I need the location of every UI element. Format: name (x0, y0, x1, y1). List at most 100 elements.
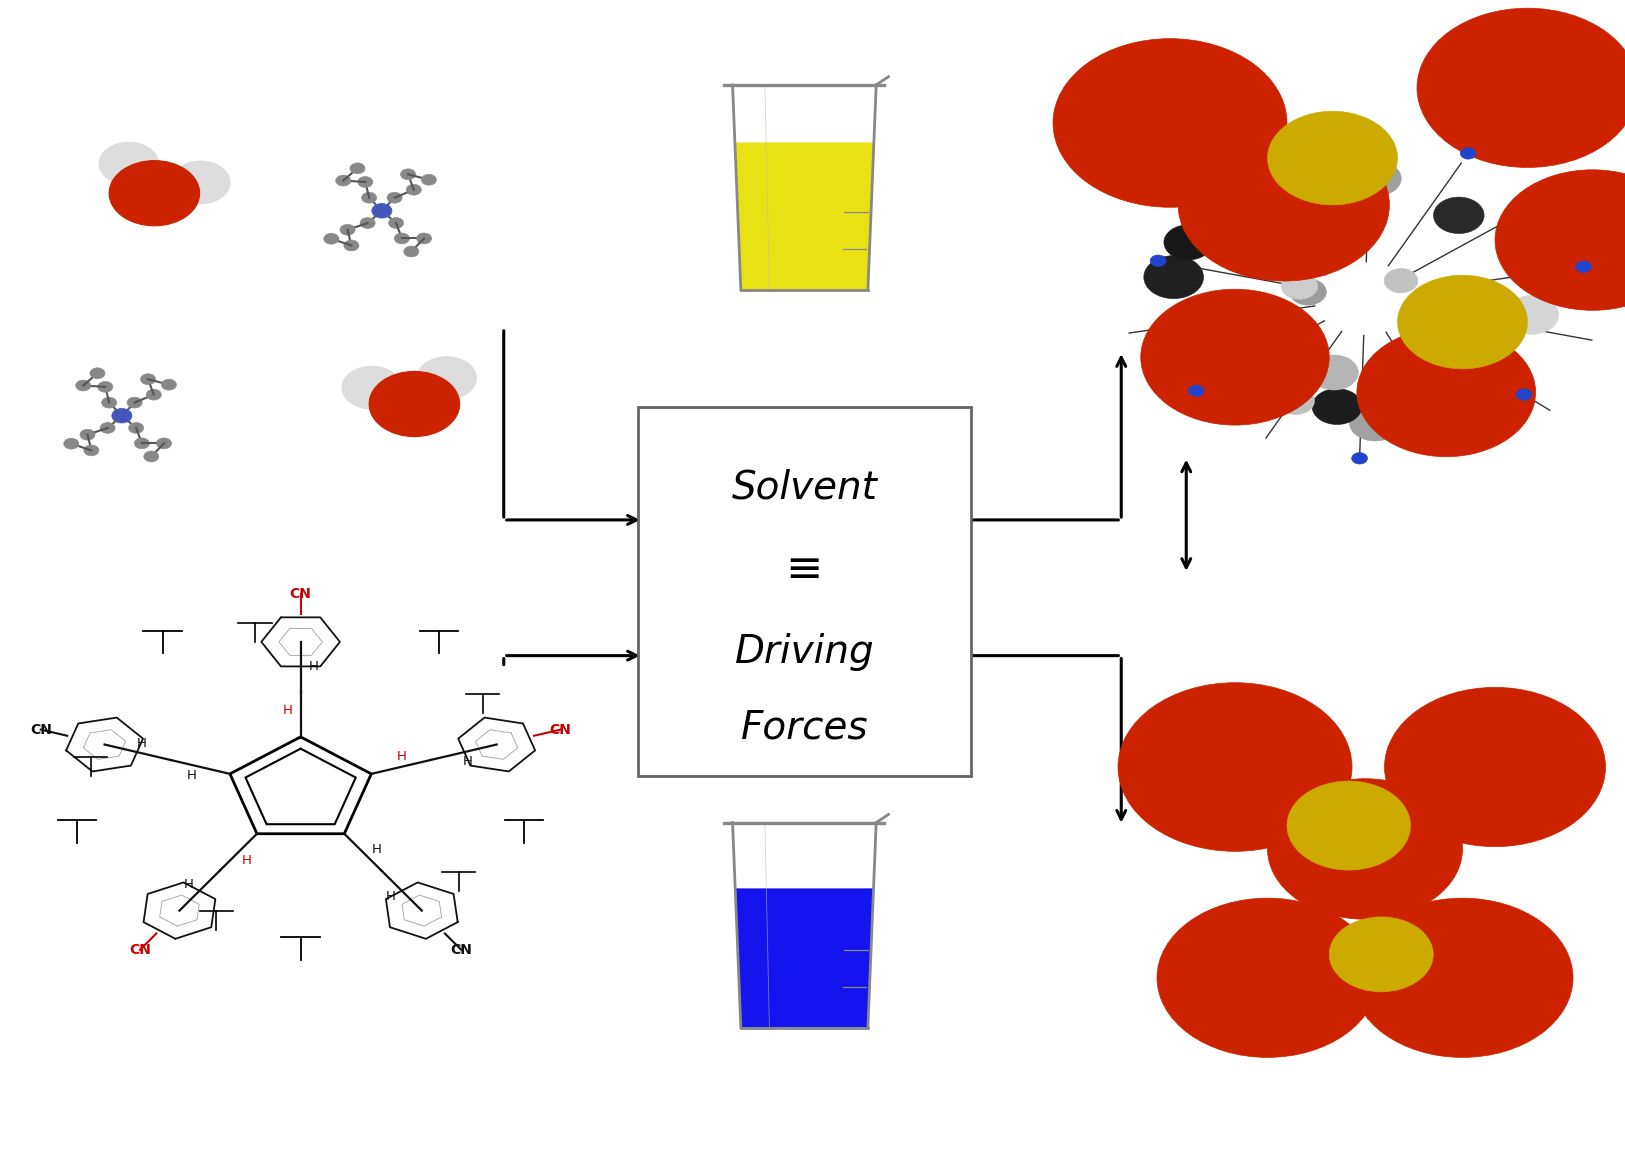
Circle shape (418, 357, 476, 399)
Circle shape (1232, 806, 1246, 816)
Circle shape (1349, 404, 1401, 441)
Circle shape (1261, 927, 1276, 938)
Circle shape (1476, 302, 1531, 342)
Circle shape (1484, 934, 1498, 946)
Circle shape (1454, 927, 1469, 938)
Circle shape (1256, 345, 1305, 379)
Circle shape (1337, 171, 1384, 205)
Circle shape (63, 438, 80, 450)
Circle shape (1277, 388, 1315, 415)
Text: CN: CN (549, 723, 572, 737)
Circle shape (349, 163, 366, 173)
Circle shape (1220, 943, 1237, 954)
Circle shape (99, 143, 158, 185)
Circle shape (1406, 345, 1466, 389)
Circle shape (1178, 129, 1389, 281)
Circle shape (171, 162, 231, 204)
Circle shape (1453, 319, 1500, 352)
Circle shape (1287, 781, 1410, 870)
Text: ≡: ≡ (786, 548, 822, 591)
Circle shape (109, 160, 200, 226)
Text: Driving: Driving (734, 634, 874, 671)
Circle shape (1357, 922, 1373, 932)
Circle shape (1209, 191, 1253, 222)
Circle shape (1493, 814, 1510, 826)
Circle shape (1268, 779, 1462, 919)
Circle shape (128, 423, 143, 433)
Circle shape (161, 379, 177, 390)
Circle shape (1329, 917, 1433, 992)
Circle shape (135, 438, 150, 448)
Circle shape (1469, 362, 1514, 396)
Circle shape (1222, 812, 1235, 821)
Polygon shape (733, 85, 876, 143)
Circle shape (1280, 273, 1318, 300)
Circle shape (1141, 289, 1329, 425)
Circle shape (1224, 812, 1237, 822)
Text: H: H (242, 854, 252, 867)
FancyBboxPatch shape (637, 406, 970, 775)
Circle shape (1306, 167, 1349, 199)
Circle shape (127, 397, 141, 408)
Text: H: H (283, 705, 292, 718)
Circle shape (1384, 687, 1606, 847)
Circle shape (387, 192, 401, 203)
Text: H: H (184, 878, 193, 891)
Circle shape (1493, 819, 1506, 828)
Circle shape (1357, 965, 1373, 977)
Circle shape (1227, 295, 1269, 326)
Circle shape (84, 445, 99, 456)
Circle shape (341, 367, 401, 409)
Circle shape (340, 225, 356, 235)
Circle shape (1493, 947, 1506, 958)
Circle shape (1410, 923, 1425, 933)
Circle shape (362, 192, 377, 203)
Circle shape (400, 169, 416, 179)
Circle shape (1261, 959, 1276, 970)
Circle shape (1305, 964, 1320, 974)
Circle shape (156, 438, 172, 448)
Circle shape (1417, 8, 1625, 167)
Circle shape (1157, 898, 1378, 1057)
Circle shape (1188, 385, 1204, 397)
Circle shape (1198, 215, 1253, 255)
Circle shape (1471, 299, 1516, 331)
Circle shape (140, 374, 156, 384)
Circle shape (1495, 170, 1625, 310)
Circle shape (146, 389, 161, 400)
Circle shape (1542, 230, 1592, 265)
Circle shape (1191, 311, 1232, 341)
Circle shape (361, 218, 375, 228)
Circle shape (1164, 225, 1212, 260)
Circle shape (336, 176, 351, 186)
Circle shape (143, 451, 159, 461)
Circle shape (1410, 835, 1425, 845)
Circle shape (1352, 452, 1368, 464)
Circle shape (1398, 275, 1528, 369)
Circle shape (1495, 940, 1508, 950)
Circle shape (344, 240, 359, 251)
Circle shape (395, 233, 410, 244)
Circle shape (1410, 794, 1425, 804)
Circle shape (1232, 822, 1246, 834)
Circle shape (1410, 964, 1425, 974)
Circle shape (1493, 933, 1506, 943)
Circle shape (1118, 683, 1352, 851)
Circle shape (1484, 952, 1498, 963)
Circle shape (1268, 328, 1313, 361)
Text: Forces: Forces (741, 708, 868, 746)
Text: H: H (309, 660, 318, 673)
Circle shape (1352, 898, 1573, 1057)
Circle shape (1232, 952, 1246, 963)
Circle shape (1454, 799, 1469, 809)
Text: H: H (463, 755, 473, 768)
Text: H: H (372, 842, 382, 856)
Circle shape (1436, 299, 1482, 331)
Circle shape (1354, 162, 1401, 196)
Circle shape (1224, 940, 1237, 950)
Circle shape (323, 233, 340, 245)
Text: H: H (396, 751, 406, 763)
Polygon shape (733, 822, 876, 888)
Circle shape (1053, 39, 1287, 207)
Circle shape (1454, 830, 1469, 841)
